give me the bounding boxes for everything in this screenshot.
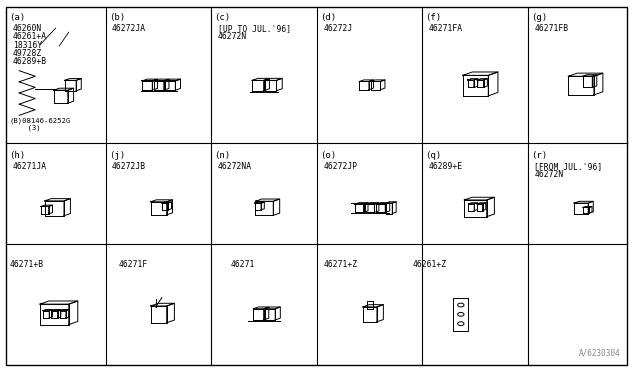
Text: 46271FB: 46271FB <box>534 24 568 33</box>
Text: 46272NA: 46272NA <box>218 162 252 171</box>
Text: A/6230304: A/6230304 <box>579 348 621 357</box>
Text: 46271+Z: 46271+Z <box>323 260 357 269</box>
Text: (a): (a) <box>10 13 26 22</box>
Text: (c): (c) <box>214 13 230 22</box>
Text: (n): (n) <box>214 151 230 160</box>
Text: 46272J: 46272J <box>323 24 353 33</box>
Text: (B)08146-6252G
    (3): (B)08146-6252G (3) <box>10 117 71 131</box>
Text: (f): (f) <box>426 13 442 22</box>
Text: (h): (h) <box>10 151 26 160</box>
Text: 46260N: 46260N <box>13 24 42 33</box>
Text: 46271: 46271 <box>230 260 255 269</box>
Text: 46272JB: 46272JB <box>112 162 146 171</box>
Text: (j): (j) <box>109 151 125 160</box>
Text: 46271JA: 46271JA <box>13 162 47 171</box>
Text: [FROM JUL.'96]: [FROM JUL.'96] <box>534 162 603 171</box>
Text: 49728Z: 49728Z <box>13 49 42 58</box>
Text: 18316Y: 18316Y <box>13 41 42 49</box>
Text: 46272N: 46272N <box>534 170 564 179</box>
Text: (g): (g) <box>531 13 547 22</box>
Text: 46261+A: 46261+A <box>13 32 47 41</box>
Text: [UP TO JUL.'96]: [UP TO JUL.'96] <box>218 24 291 33</box>
Text: (r): (r) <box>531 151 547 160</box>
Text: (d): (d) <box>320 13 336 22</box>
Text: 46289+E: 46289+E <box>429 162 463 171</box>
Text: (o): (o) <box>320 151 336 160</box>
Text: 46271F: 46271F <box>118 260 148 269</box>
Text: 46272N: 46272N <box>218 32 247 41</box>
Text: 46272JP: 46272JP <box>323 162 357 171</box>
Text: 46261+Z: 46261+Z <box>413 260 447 269</box>
Text: (q): (q) <box>426 151 442 160</box>
Text: 46271+B: 46271+B <box>10 260 44 269</box>
Text: (b): (b) <box>109 13 125 22</box>
Text: 46289+B: 46289+B <box>13 57 47 66</box>
Text: 46272JA: 46272JA <box>112 24 146 33</box>
Text: 46271FA: 46271FA <box>429 24 463 33</box>
